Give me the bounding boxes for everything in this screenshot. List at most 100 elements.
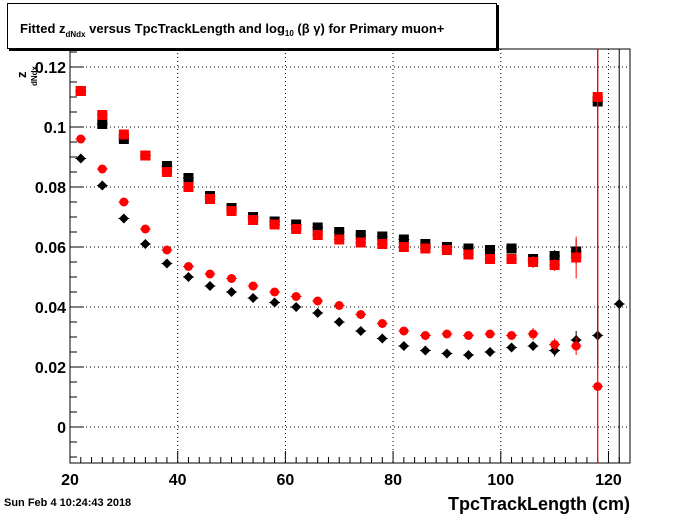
data-point [205, 281, 215, 291]
y-tick-label: 0.1 [44, 120, 66, 137]
x-tick-label: 60 [276, 472, 294, 489]
data-point [226, 206, 237, 216]
y-tick-label: 0.04 [35, 300, 66, 317]
x-tick-label: 40 [169, 472, 187, 489]
grid [69, 49, 630, 463]
data-point [334, 227, 345, 237]
y-tick-label: 0.06 [35, 240, 66, 257]
data-point [549, 251, 560, 261]
plot-frame [69, 48, 631, 464]
data-point [506, 254, 517, 264]
y-tick-label: 0.08 [35, 180, 66, 197]
data-point [270, 287, 280, 297]
series-2 [75, 49, 625, 463]
chart-title: Fitted zdNdx versus TpcTrackLength and l… [20, 21, 444, 39]
data-point [226, 287, 237, 297]
data-point [463, 350, 474, 360]
x-tick-label: 120 [595, 472, 622, 489]
data-point [442, 329, 452, 339]
data-point [97, 180, 108, 191]
data-point [140, 239, 151, 249]
data-point [205, 194, 215, 204]
data-point [312, 308, 323, 318]
data-point [334, 317, 345, 327]
data-point [549, 260, 560, 270]
data-point [485, 254, 495, 264]
data-point [377, 239, 388, 249]
data-point [398, 242, 409, 252]
data-point [313, 296, 323, 306]
data-point [507, 331, 517, 340]
data-point [420, 243, 431, 254]
title-prefix: Fitted z [20, 21, 66, 36]
x-axis-label: TpcTrackLength (cm) [447, 494, 630, 514]
data-point [485, 347, 495, 357]
data-point [398, 341, 409, 351]
x-tick-label: 80 [384, 472, 402, 489]
data-point [291, 292, 301, 301]
data-point [377, 333, 388, 344]
data-point [593, 382, 603, 391]
data-point [463, 331, 473, 340]
data-point [485, 329, 495, 339]
timestamp: Sun Feb 4 10:24:43 2018 [4, 497, 132, 509]
data-point [398, 234, 409, 245]
title-suffix: (β γ) for Primary muon+ [293, 21, 445, 36]
data-point [528, 257, 539, 267]
data-point [312, 222, 323, 233]
title-subscript-log: 10 [284, 29, 294, 38]
data-point [118, 129, 129, 140]
data-point [269, 219, 280, 230]
data-point [75, 153, 86, 164]
data-point [248, 293, 259, 303]
data-point [355, 230, 366, 240]
data-point [248, 281, 258, 291]
data-point [420, 331, 430, 340]
data-point [463, 249, 474, 260]
data-point [248, 215, 259, 225]
data-point [183, 272, 194, 282]
axes: 20 40 60 80 100 120 0 0.02 0.04 0.06 0.08 0.1 0.12 [35, 48, 631, 489]
data-point [269, 297, 280, 308]
y-tick-label: 0 [57, 420, 66, 437]
data-point [506, 243, 517, 254]
data-point [485, 245, 495, 255]
data-point [161, 167, 172, 177]
data-point [377, 319, 387, 328]
data-point [183, 262, 193, 271]
data-point [205, 269, 215, 279]
data-point [227, 274, 237, 283]
data-point [355, 237, 366, 248]
data-point [183, 182, 194, 192]
y-tick-label: 0.02 [35, 360, 66, 377]
data-point [291, 224, 302, 234]
data-point [571, 252, 582, 263]
data-point [161, 161, 172, 171]
title-subscript: dNdx [65, 30, 86, 39]
title-box: Fitted zdNdx versus TpcTrackLength and l… [7, 3, 497, 49]
x-tick-label: 100 [487, 472, 514, 489]
data-point [355, 326, 366, 336]
data-point [334, 234, 345, 245]
data-point [506, 342, 517, 353]
data-point [441, 348, 452, 359]
data-point [528, 329, 538, 339]
data-point [118, 213, 129, 224]
data-point [97, 164, 107, 174]
data-point [377, 231, 388, 242]
data-point [140, 224, 150, 234]
data-point [614, 299, 625, 309]
data-point [528, 341, 539, 351]
data-point [76, 134, 86, 144]
data-point [334, 301, 344, 310]
data-point [75, 86, 86, 96]
title-middle: versus TpcTrackLength and log [85, 21, 285, 36]
data-point [550, 340, 560, 349]
data-point [183, 173, 194, 183]
series-1 [75, 49, 604, 463]
data-point [420, 345, 431, 356]
data-point [571, 341, 581, 351]
series-0 [75, 49, 604, 342]
